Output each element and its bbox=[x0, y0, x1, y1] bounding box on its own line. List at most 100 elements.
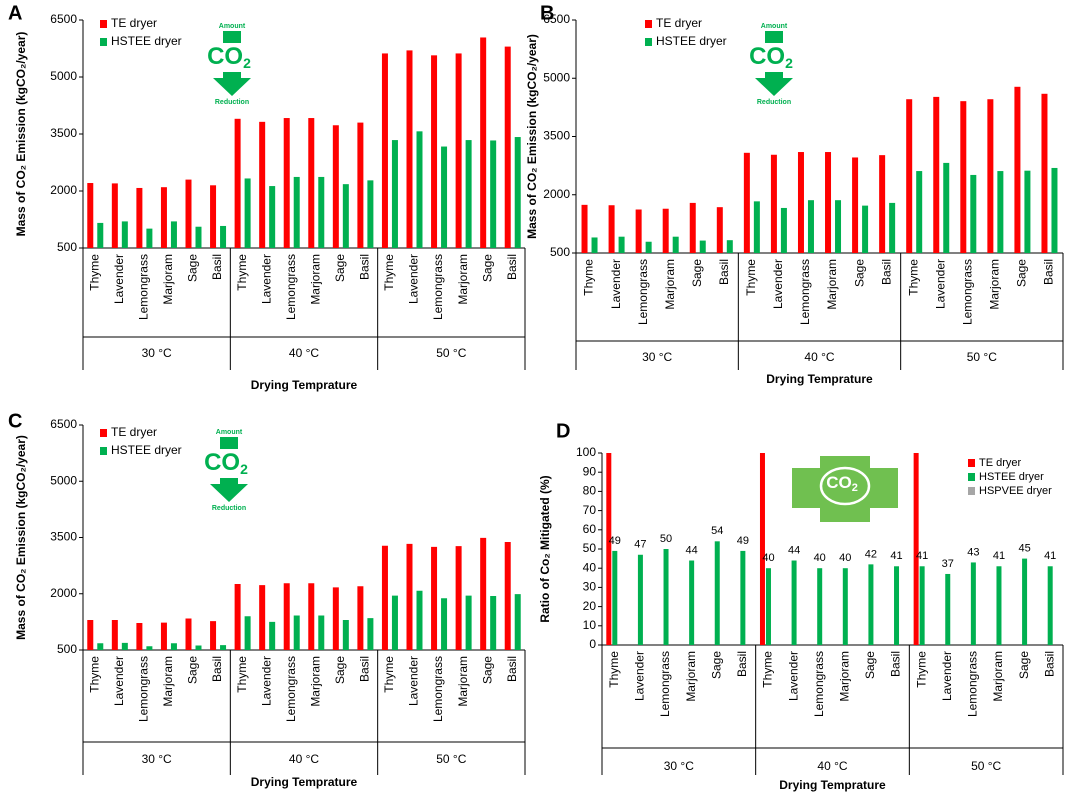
bar bbox=[1041, 93, 1048, 254]
legend-swatch bbox=[968, 459, 975, 467]
bar bbox=[618, 236, 625, 253]
x-tick-label: Basil bbox=[505, 254, 519, 280]
x-tick-label: Basil bbox=[735, 651, 749, 677]
bar bbox=[465, 595, 472, 650]
bar bbox=[759, 453, 765, 645]
bar bbox=[606, 453, 612, 645]
x-tick-label: Thyme bbox=[582, 259, 596, 296]
x-tick-label: Basil bbox=[1042, 651, 1056, 677]
bar bbox=[195, 645, 202, 650]
bar bbox=[919, 566, 925, 645]
bar bbox=[490, 596, 497, 650]
bar bbox=[391, 595, 398, 650]
y-tick-label: 5000 bbox=[543, 70, 570, 84]
bar bbox=[581, 204, 588, 253]
bar bbox=[111, 620, 118, 650]
x-tick-label: Marjoram bbox=[988, 259, 1002, 310]
x-axis-label: Drying Temprature bbox=[251, 378, 358, 392]
bar bbox=[635, 209, 642, 253]
bar bbox=[283, 118, 290, 248]
icon-bottom: Reduction bbox=[757, 99, 791, 106]
bar bbox=[716, 207, 723, 253]
data-label: 44 bbox=[686, 544, 698, 556]
bar bbox=[862, 205, 869, 253]
bar bbox=[662, 208, 669, 253]
y-tick-label: 40 bbox=[583, 560, 597, 574]
y-tick-label: 2000 bbox=[50, 183, 77, 197]
x-tick-label: Thyme bbox=[914, 651, 928, 688]
legend-label: HSTEE dryer bbox=[111, 443, 182, 457]
bar bbox=[726, 240, 733, 253]
x-tick-label: Marjoram bbox=[456, 254, 470, 305]
y-tick-label: 20 bbox=[583, 599, 597, 613]
bar bbox=[807, 200, 814, 253]
data-label: 49 bbox=[737, 535, 749, 547]
icon-block bbox=[765, 31, 783, 43]
bar bbox=[160, 187, 167, 248]
bar bbox=[293, 176, 300, 248]
icon-main-text: CO bbox=[826, 473, 852, 492]
bar bbox=[612, 550, 618, 645]
x-tick-label: Marjoram bbox=[161, 254, 175, 305]
x-axis-label: Drying Temprature bbox=[779, 778, 886, 792]
bar bbox=[367, 618, 374, 650]
x-tick-label: Lemongrass bbox=[636, 259, 650, 325]
y-tick-label: 2000 bbox=[50, 586, 77, 600]
x-tick-label: Lemongrass bbox=[658, 651, 672, 717]
legend-label: TE dryer bbox=[979, 457, 1022, 469]
icon-top: Amount bbox=[219, 23, 246, 30]
legend-label: TE dryer bbox=[111, 16, 157, 30]
x-tick-label: Basil bbox=[879, 259, 893, 285]
bar bbox=[170, 221, 177, 248]
bar bbox=[416, 131, 423, 248]
bar bbox=[672, 236, 679, 253]
y-tick-label: 6500 bbox=[543, 12, 570, 26]
icon-main: CO2 bbox=[826, 473, 858, 493]
x-tick-label: Basil bbox=[358, 254, 372, 280]
bar bbox=[416, 590, 423, 650]
bar bbox=[852, 157, 859, 253]
icon-main-text: CO bbox=[749, 43, 785, 70]
icon-sub-text: 2 bbox=[243, 55, 251, 71]
x-tick-label: Lemongrass bbox=[137, 254, 151, 320]
bar bbox=[170, 643, 177, 650]
icon-arrow bbox=[755, 72, 793, 96]
legend-label: HSTEE dryer bbox=[656, 34, 727, 48]
bar bbox=[514, 594, 521, 650]
icon-cloud bbox=[819, 466, 871, 506]
bar bbox=[945, 573, 951, 645]
y-axis-label: Mass of CO₂ Emission (kgCO₂/year) bbox=[14, 32, 28, 237]
bar bbox=[220, 225, 227, 248]
bar bbox=[970, 174, 977, 253]
legend-label: HSTEE dryer bbox=[979, 471, 1044, 483]
bar bbox=[293, 615, 300, 650]
legend-swatch bbox=[968, 487, 975, 495]
panel-label: D bbox=[556, 420, 570, 442]
bar bbox=[431, 55, 438, 249]
x-tick-label: Marjoram bbox=[991, 651, 1005, 702]
x-tick-label: Thyme bbox=[235, 254, 249, 291]
data-label: 41 bbox=[890, 550, 902, 562]
y-tick-label: 500 bbox=[57, 642, 77, 656]
bar bbox=[283, 583, 290, 650]
bar bbox=[765, 568, 771, 645]
y-tick-label: 500 bbox=[550, 245, 570, 259]
data-label: 50 bbox=[660, 533, 672, 545]
icon-top: Amount bbox=[216, 429, 243, 436]
y-tick-label: 6500 bbox=[50, 12, 77, 26]
bar bbox=[406, 50, 413, 249]
y-tick-label: 80 bbox=[583, 484, 597, 498]
bar bbox=[136, 187, 143, 248]
bar bbox=[308, 118, 315, 248]
x-tick-label: Sage bbox=[186, 254, 200, 282]
data-label: 47 bbox=[634, 539, 646, 551]
bar bbox=[996, 566, 1002, 645]
icon-main-text: CO bbox=[204, 449, 240, 476]
x-tick-label: Marjoram bbox=[663, 259, 677, 310]
x-tick-label: Thyme bbox=[235, 656, 249, 693]
bar bbox=[381, 545, 388, 650]
icon-main-text: CO bbox=[207, 43, 243, 70]
legend-swatch bbox=[645, 20, 652, 28]
x-tick-label: Thyme bbox=[87, 254, 101, 291]
bar bbox=[308, 583, 315, 650]
